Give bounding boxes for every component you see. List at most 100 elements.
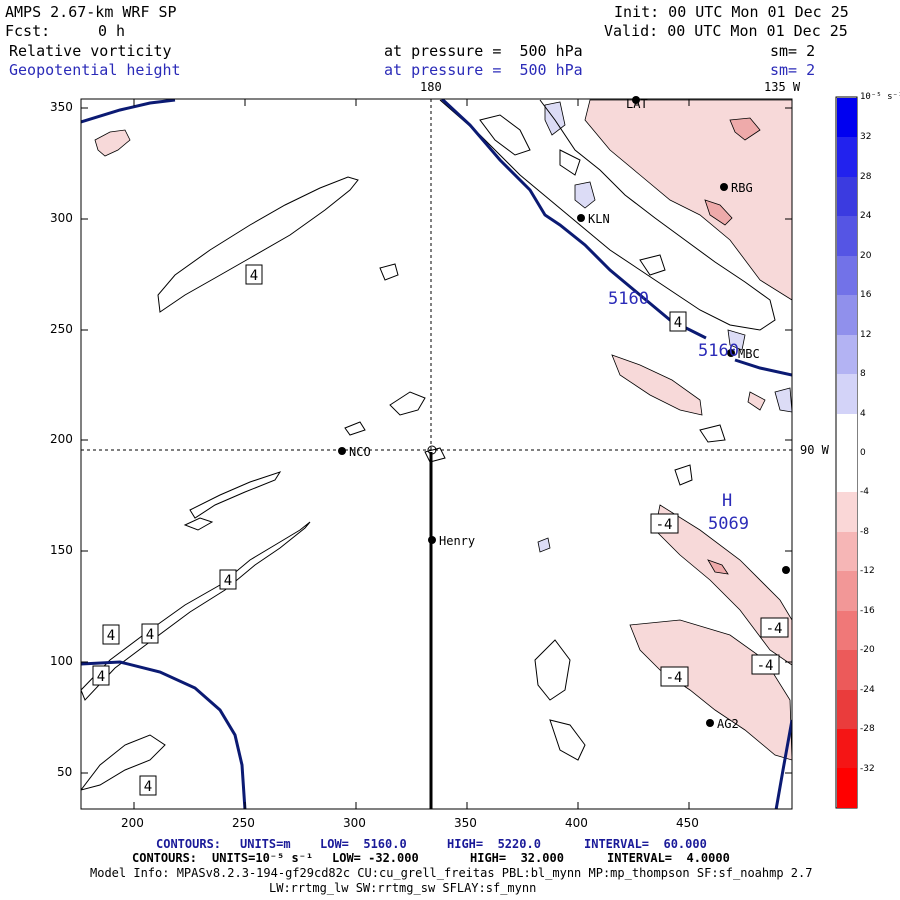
colorbar-swatch bbox=[837, 531, 857, 572]
colorbar-swatch bbox=[837, 650, 857, 690]
y-tick-150: 150 bbox=[50, 543, 73, 557]
vorticity-colorbar bbox=[837, 98, 857, 808]
colorbar-swatch bbox=[837, 255, 857, 296]
init-time: Init: 00 UTC Mon 01 Dec 25 bbox=[614, 3, 849, 21]
x-tick-350: 350 bbox=[454, 816, 477, 830]
field1-level: at pressure = 500 hPa bbox=[384, 42, 583, 60]
colorbar-tick-label: 0 bbox=[860, 448, 866, 458]
x-tick-300: 300 bbox=[343, 816, 366, 830]
lon-right-label: 135 W bbox=[764, 80, 801, 94]
colorbar-tick-label: -4 bbox=[860, 487, 869, 498]
colorbar-swatch bbox=[837, 413, 857, 453]
y-tick-marks bbox=[81, 107, 792, 774]
station-label-henry: Henry bbox=[439, 534, 475, 548]
colorbar-tick-label: -20 bbox=[860, 645, 875, 656]
fcst-label: Fcst: bbox=[5, 22, 51, 40]
colorbar-tick-label: -12 bbox=[860, 566, 875, 577]
height-label-high: 5069 bbox=[708, 514, 749, 534]
colorbar-swatch bbox=[837, 334, 857, 375]
colorbar-swatch bbox=[837, 374, 857, 414]
colorbar-tick-label: -32 bbox=[860, 763, 875, 774]
colorbar-swatch bbox=[837, 571, 857, 611]
vort-label-8: -4 bbox=[656, 517, 673, 533]
y-tick-200: 200 bbox=[50, 432, 73, 446]
colorbar-tick-label: 32 bbox=[860, 132, 872, 143]
field1-name: Relative vorticity bbox=[9, 42, 172, 60]
height-contours bbox=[81, 99, 792, 809]
colorbar-swatch bbox=[837, 689, 857, 729]
field2-level: at pressure = 500 hPa bbox=[384, 61, 583, 79]
colorbar-tick-label: 4 bbox=[860, 408, 866, 419]
y-tick-100: 100 bbox=[50, 654, 73, 668]
station-label-nco: NCO bbox=[349, 445, 371, 459]
lon-top-label: 180 bbox=[420, 80, 442, 94]
footer-vort-high: HIGH= 32.000 bbox=[470, 851, 564, 865]
field2-sm: sm= 2 bbox=[770, 61, 816, 79]
station-label-rbg: RBG bbox=[731, 181, 753, 195]
colorbar-swatch bbox=[837, 295, 857, 335]
footer-model-info: Model Info: MPASv8.2.3-194-gf29cd82c CU:… bbox=[90, 866, 813, 880]
colorbar-swatch bbox=[837, 98, 857, 138]
vort-label-10: -4 bbox=[757, 658, 774, 674]
field2-name: Geopotential height bbox=[9, 61, 181, 79]
footer-height-prefix: CONTOURS: bbox=[156, 837, 222, 851]
vort-label-5: 4 bbox=[146, 627, 154, 643]
colorbar-labels: 32 28 24 20 16 12 8 4 0 -4 -8 -12 -16 -20 -24 -28 -32 bbox=[860, 98, 900, 808]
footer-model-info-2: LW:rrtmg_lw SW:rrtmg_sw SFLAY:sf_mynn bbox=[269, 881, 537, 895]
vort-label-6: 4 bbox=[97, 669, 105, 685]
colorbar-tick-label: 24 bbox=[860, 211, 872, 222]
vort-label-11: -4 bbox=[666, 670, 683, 686]
station-label-kln: KLN bbox=[588, 212, 610, 226]
vort-label-3: 4 bbox=[224, 573, 232, 589]
station-label-ag2: AG2 bbox=[717, 717, 739, 731]
colorbar-swatch bbox=[837, 176, 857, 217]
colorbar-unit: 10⁻⁵ s⁻¹ bbox=[860, 92, 900, 102]
height-label-1: 5160 bbox=[608, 289, 649, 309]
fcst-value: 0 h bbox=[98, 22, 126, 40]
y-tick-300: 300 bbox=[50, 211, 73, 225]
colorbar-swatch bbox=[837, 729, 857, 769]
y-tick-350: 350 bbox=[50, 100, 73, 114]
colorbar-tick-label: 8 bbox=[860, 369, 866, 380]
colorbar-swatch bbox=[837, 492, 857, 532]
colorbar-tick-label: 12 bbox=[860, 329, 872, 340]
station-markers bbox=[338, 96, 790, 727]
colorbar-swatch bbox=[837, 768, 857, 808]
footer-height-high: HIGH= 5220.0 bbox=[447, 837, 541, 851]
station-label-mbc: MBC bbox=[738, 347, 760, 361]
colorbar-swatch bbox=[837, 610, 857, 651]
footer-vort-interval: INTERVAL= 4.0000 bbox=[607, 851, 730, 865]
colorbar-tick-label: -28 bbox=[860, 724, 875, 735]
colorbar-swatch bbox=[837, 216, 857, 256]
y-tick-50: 50 bbox=[57, 765, 73, 779]
footer-vort-units: UNITS=10⁻⁵ s⁻¹ bbox=[212, 851, 314, 865]
vort-label-7: 4 bbox=[144, 779, 152, 795]
footer-height-units: UNITS=m bbox=[240, 837, 291, 851]
x-tick-250: 250 bbox=[232, 816, 255, 830]
model-title: AMPS 2.67-km WRF SP bbox=[5, 3, 177, 21]
colorbar-tick-label: -8 bbox=[860, 526, 869, 537]
colorbar-tick-label: -24 bbox=[860, 684, 875, 695]
footer-height-interval: INTERVAL= 60.000 bbox=[584, 837, 707, 851]
y-tick-250: 250 bbox=[50, 322, 73, 336]
x-tick-400: 400 bbox=[565, 816, 588, 830]
colorbar-swatch bbox=[837, 452, 857, 493]
x-tick-200: 200 bbox=[121, 816, 144, 830]
valid-time: Valid: 00 UTC Mon 01 Dec 25 bbox=[604, 22, 848, 40]
vorticity-label-boxes bbox=[92, 264, 789, 796]
colorbar-frame bbox=[835, 96, 858, 809]
footer-vort-low: LOW= -32.000 bbox=[332, 851, 419, 865]
high-marker: H bbox=[722, 491, 732, 511]
colorbar-tick-label: 28 bbox=[860, 171, 872, 182]
negative-vorticity-fill bbox=[94, 99, 792, 761]
x-tick-450: 450 bbox=[676, 816, 699, 830]
station-label-lat: LAT bbox=[626, 97, 648, 111]
colorbar-swatch bbox=[837, 137, 857, 177]
vort-label-2: 4 bbox=[674, 315, 682, 331]
colorbar-tick-label: 16 bbox=[860, 290, 872, 301]
footer-vort-prefix: CONTOURS: bbox=[132, 851, 198, 865]
colorbar-tick-label: -16 bbox=[860, 605, 875, 616]
vort-label-4: 4 bbox=[107, 628, 115, 644]
map-frame bbox=[80, 98, 793, 810]
field1-sm: sm= 2 bbox=[770, 42, 816, 60]
